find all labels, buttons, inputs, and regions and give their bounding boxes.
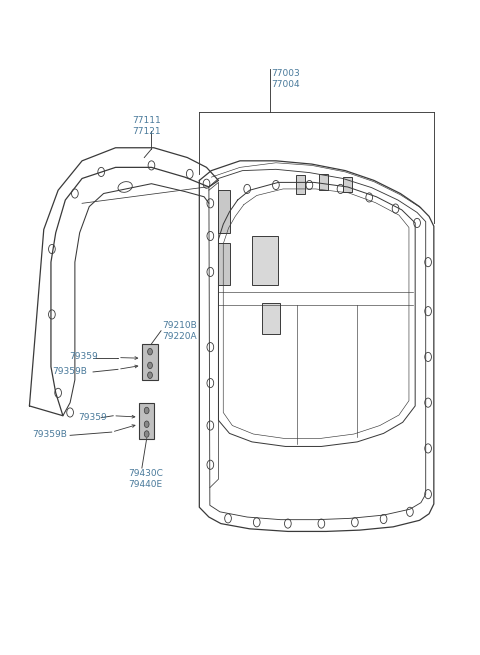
Bar [262,303,280,334]
Circle shape [144,421,149,428]
Text: 77003
77004: 77003 77004 [272,69,300,89]
Bar [143,344,157,380]
Text: 79359: 79359 [78,413,107,422]
Text: 79359: 79359 [69,352,98,361]
Text: 79430C
79440E: 79430C 79440E [128,469,163,489]
Bar [252,236,278,285]
Circle shape [144,431,149,438]
Circle shape [144,407,149,414]
Text: 79359B: 79359B [52,367,87,377]
Text: 79359B: 79359B [32,430,67,440]
Bar [139,403,155,439]
Bar [319,174,327,190]
Text: 79210B
79220A: 79210B 79220A [162,322,197,341]
Circle shape [148,362,153,369]
Bar [218,242,230,285]
Bar [297,175,305,193]
Circle shape [148,372,153,379]
Text: 77111
77121: 77111 77121 [132,116,161,136]
Bar [343,177,351,191]
Bar [218,190,230,233]
Circle shape [148,348,153,355]
